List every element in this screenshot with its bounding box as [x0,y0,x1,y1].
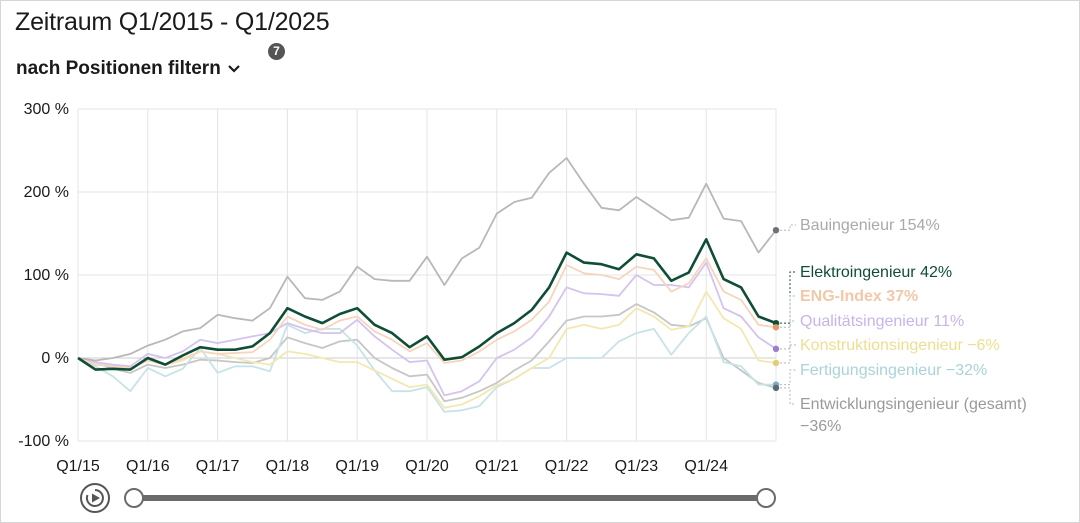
series-end-dot [772,359,780,367]
series-line [77,157,777,362]
y-tick-label: 100 % [24,267,69,284]
y-tick-label: 300 % [24,101,69,118]
series-label-value: −36% [800,418,841,435]
y-tick-label: 200 % [24,184,69,201]
x-tick-label: Q1/17 [196,458,240,475]
y-tick-label: -100 % [18,433,69,450]
x-tick-label: Q1/16 [126,458,170,475]
series-label: Entwicklungsingenieur (gesamt) [800,396,1027,413]
grid [77,108,777,442]
x-tick-label: Q1/19 [335,458,379,475]
chart-title: Zeitraum Q1/2015 - Q1/2025 [15,8,330,36]
x-tick-label: Q1/23 [615,458,659,475]
x-tick-label: Q1/24 [684,458,728,475]
replay-icon [85,489,104,507]
time-range-slider[interactable] [124,486,776,510]
slider-start-handle[interactable] [124,488,144,508]
x-axis: Q1/15 Q1/16 Q1/17 Q1/18 Q1/19 Q1/20 Q1/21 Q1/22… [56,458,728,475]
x-tick-label: Q1/21 [475,458,519,475]
series-line [77,257,777,369]
series-line [77,303,777,403]
position-filter-dropdown[interactable]: nach Positionen filtern [16,58,241,80]
y-tick-label: 0 % [41,350,69,367]
label-connector [780,344,796,364]
series-end-dot [772,384,780,392]
series-label: Bauingenieur 154% [800,217,940,234]
series-line [77,261,777,397]
series-label: ENG-Index 37% [800,288,918,305]
series-label: Konstruktionsingenieur −6% [800,337,1000,354]
chevron-down-icon [228,65,240,73]
filter-count-badge: 7 [268,43,285,60]
label-connector [780,387,796,405]
y-axis: 300 % 200 % 100 % 0 % -100 % [18,101,69,450]
label-connector [780,224,796,231]
series-lines [77,157,780,413]
series-labels: Bauingenieur 154% Elektroingenieur 42% ENG… [780,217,1027,435]
x-tick-label: Q1/20 [405,458,449,475]
label-connector [780,320,796,350]
series-label: Qualitätsingenieur 11% [800,313,964,330]
x-tick-label: Q1/22 [545,458,589,475]
x-tick-label: Q1/18 [266,458,310,475]
slider-track [134,495,766,501]
series-label: Elektroingenieur 42% [800,264,952,281]
slider-end-handle[interactable] [756,488,776,508]
replay-button[interactable] [80,483,110,513]
series-end-dot [772,226,780,234]
x-tick-label: Q1/15 [56,458,100,475]
label-connector [780,369,796,386]
series-end-dot [772,324,780,331]
label-connector [780,271,796,324]
label-connector [780,295,796,328]
series-label: Fertigungsingenieur −32% [800,362,987,379]
filter-label: nach Positionen filtern [16,58,221,79]
series-line [77,238,777,371]
series-end-dot [772,345,780,353]
